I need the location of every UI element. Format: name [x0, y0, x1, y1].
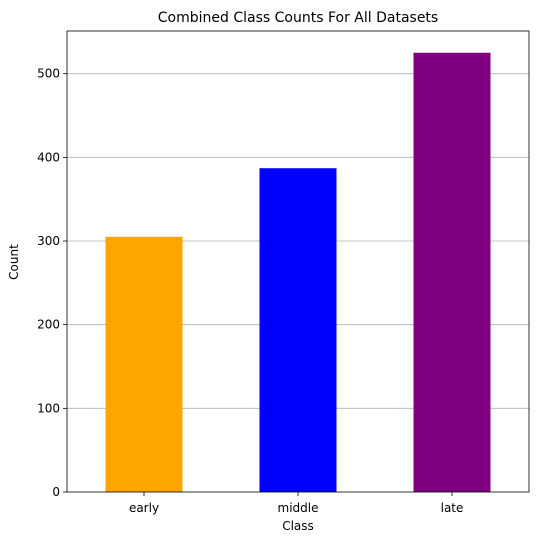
y-tick-label: 100 — [37, 401, 60, 415]
bar-early — [105, 236, 183, 492]
y-tick-label: 400 — [37, 150, 60, 164]
bars — [105, 52, 491, 493]
y-tick-label: 300 — [37, 234, 60, 248]
bar-late — [413, 52, 491, 493]
chart-title: Combined Class Counts For All Datasets — [158, 10, 438, 26]
y-tick-label: 0 — [52, 485, 60, 499]
y-axis-label: Count — [7, 244, 21, 280]
x-tick-label: middle — [278, 501, 319, 515]
x-axis: early middle late — [129, 492, 463, 515]
plot-frame — [66, 30, 530, 493]
bar-middle — [259, 168, 337, 492]
y-tick-label: 200 — [37, 318, 60, 332]
x-axis-label: Class — [282, 519, 314, 533]
y-tick-label: 500 — [37, 67, 60, 81]
x-tick-label: early — [129, 501, 159, 515]
y-axis: 0 100 200 300 400 500 — [37, 67, 67, 499]
x-tick-label: late — [441, 501, 464, 515]
